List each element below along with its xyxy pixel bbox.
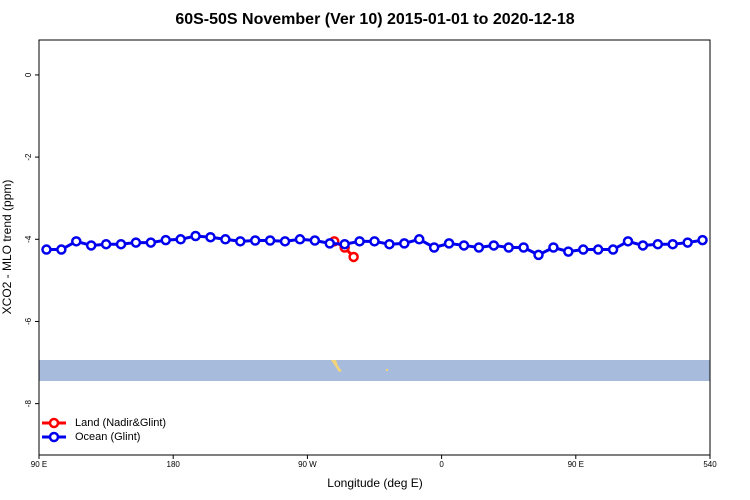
series-point xyxy=(413,234,425,245)
series-point xyxy=(622,236,634,247)
series-point xyxy=(592,244,604,255)
series-point xyxy=(56,244,67,255)
series-point xyxy=(428,242,440,253)
map-strip xyxy=(39,360,710,381)
series-point xyxy=(324,238,336,249)
legend-label: Ocean (Glint) xyxy=(75,431,140,443)
series-point xyxy=(652,238,664,250)
x-tick-label: 540 xyxy=(703,460,717,469)
series-point xyxy=(235,236,246,247)
series-point xyxy=(220,234,231,245)
series-point xyxy=(354,236,365,247)
x-tick-label: 90 E xyxy=(31,460,47,469)
series-point xyxy=(205,231,216,243)
series-point xyxy=(175,234,186,245)
series-point xyxy=(145,237,157,248)
series-point xyxy=(443,238,455,249)
series-point xyxy=(548,242,559,253)
series-point xyxy=(503,242,514,253)
x-axis-label: Longitude (deg E) xyxy=(327,476,422,490)
series-point xyxy=(85,240,97,251)
y-tick-label: -6 xyxy=(24,317,33,325)
series-point xyxy=(71,236,82,247)
legend-marker xyxy=(48,417,60,429)
y-axis-label: XCO2 - MLO trend (ppm) xyxy=(0,180,14,315)
x-tick-label: 90 W xyxy=(298,460,317,469)
series-point xyxy=(682,237,693,248)
plot-frame xyxy=(38,39,711,456)
legend-marker xyxy=(48,431,60,443)
x-tick-label: 90 E xyxy=(568,460,584,469)
series-point xyxy=(41,244,52,255)
y-tick-label: 0 xyxy=(24,72,33,77)
series-point xyxy=(369,236,380,247)
series-point xyxy=(294,234,306,245)
legend-label: Land (Nadir&Glint) xyxy=(75,417,166,429)
series-point xyxy=(309,235,321,246)
series-point xyxy=(384,238,395,250)
series-point xyxy=(607,244,619,255)
series-point xyxy=(563,246,574,257)
series-point xyxy=(130,237,142,248)
x-tick-label: 180 xyxy=(167,460,181,469)
series-point xyxy=(578,244,589,255)
series-point xyxy=(488,240,500,251)
x-tick-label: 0 xyxy=(439,460,444,469)
series-point xyxy=(160,234,171,246)
y-tick-label: -8 xyxy=(24,400,33,408)
series-point xyxy=(264,235,276,246)
series-point xyxy=(348,251,359,263)
series-point xyxy=(533,249,544,261)
series-point xyxy=(399,238,410,249)
series-point xyxy=(115,238,127,250)
series-point xyxy=(190,230,201,242)
series-point xyxy=(458,240,470,251)
series-point xyxy=(473,242,485,253)
series-point xyxy=(279,236,291,247)
y-tick-label: -2 xyxy=(24,153,33,161)
series-point xyxy=(637,240,649,251)
series-point xyxy=(697,234,708,246)
series-point xyxy=(249,235,261,246)
series-point xyxy=(339,238,350,250)
series-point xyxy=(667,238,678,250)
y-tick-label: -4 xyxy=(24,235,33,243)
chart-title: 60S-50S November (Ver 10) 2015-01-01 to … xyxy=(175,11,574,28)
series-point xyxy=(100,238,112,250)
series-point xyxy=(518,242,529,253)
